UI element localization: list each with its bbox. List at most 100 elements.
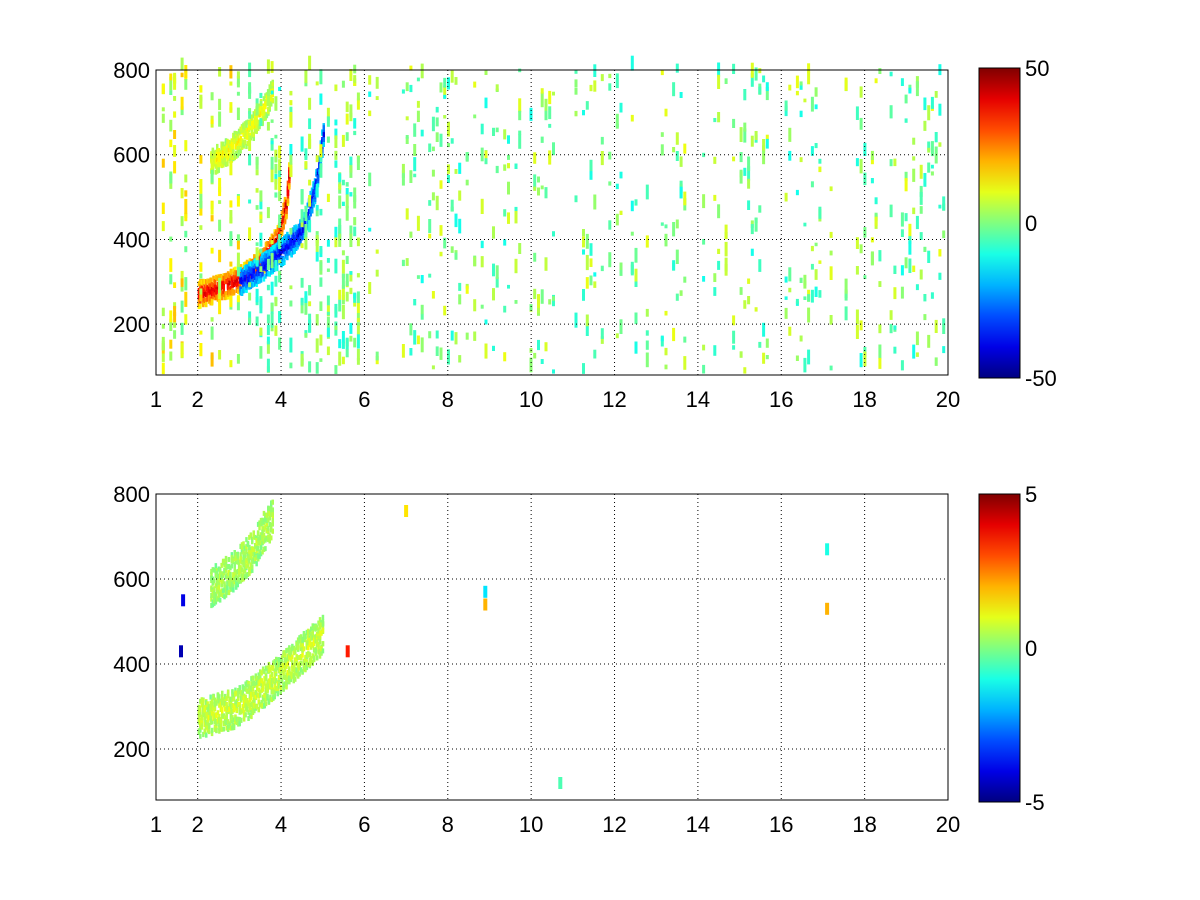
heatmap-cell [254,117,257,123]
heatmap-cell [216,295,220,301]
heatmap-cell [664,108,668,117]
heatmap-cell [211,580,215,586]
heatmap-cell [318,639,322,645]
heatmap-cell [254,275,257,281]
heatmap-cell [326,316,330,329]
heatmap-cell [262,510,266,516]
heatmap-cell [283,202,287,208]
heatmap-cell [229,703,233,709]
heatmap-cell [353,64,357,74]
heatmap-cell [234,274,237,280]
heatmap-cell [248,282,252,288]
heatmap-cell [261,517,264,523]
heatmap-cell [245,269,248,275]
heatmap-cell [315,169,318,175]
heatmap-cell [308,285,312,296]
heatmap-cell [227,590,231,596]
heatmap-cell [912,168,916,182]
heatmap-cell [283,257,286,263]
heatmap-cell [254,128,257,134]
heatmap-cell [243,134,247,140]
heatmap-cell [240,559,244,565]
x-tick-label: 16 [769,812,793,837]
heatmap-cell [311,653,314,659]
x-tick-label: 10 [519,387,543,412]
heatmap-cell [232,144,235,149]
heatmap-cell [246,271,250,277]
heatmap-cell [713,345,717,356]
heatmap-cell [803,274,807,289]
heatmap-cell [518,98,522,113]
heatmap-cell [242,132,245,137]
heatmap-cell [232,557,235,563]
heatmap-cell [484,343,488,359]
heatmap-cell [660,222,664,226]
heatmap-cell [262,538,266,544]
heatmap-cell [273,691,276,697]
heatmap-cell [702,344,706,351]
heatmap-cell [213,279,217,285]
heatmap-cell [878,281,882,287]
heatmap-cell [232,578,235,584]
heatmap-cell [214,158,218,164]
heatmap-cell [416,335,420,345]
heatmap-cell [315,155,319,163]
heatmap-cell [315,338,319,353]
heatmap-cell [263,676,266,682]
heatmap-cell [589,164,593,180]
heatmap-cell [237,284,240,290]
heatmap-cell [273,672,276,678]
heatmap-cell [259,346,263,359]
heatmap-cell [215,727,218,733]
heatmap-cell [229,81,233,86]
heatmap-cell [283,682,287,688]
heatmap-cell [221,713,224,719]
heatmap-cell [533,252,537,262]
heatmap-point [345,645,350,658]
heatmap-cell [923,120,927,131]
heatmap-cell [205,700,208,706]
heatmap-cell [216,148,219,154]
heatmap-cell [252,111,255,117]
heatmap-cell [199,712,202,718]
heatmap-cell [234,266,237,272]
heatmap-cell [318,624,322,630]
heatmap-cell [223,160,226,166]
heatmap-cell [223,594,226,600]
heatmap-cell [249,550,253,556]
heatmap-cell [283,663,287,669]
heatmap-cell [788,150,792,161]
heatmap-cell [253,694,256,700]
heatmap-cell [233,556,236,562]
heatmap-cell [278,86,282,91]
heatmap-cell [173,145,177,157]
heatmap-cell [795,355,799,361]
heatmap-cell [799,83,803,90]
heatmap-cell [431,192,435,201]
heatmap-cell [169,139,173,148]
heatmap-cell [270,119,274,123]
heatmap-cell [287,250,290,256]
heatmap-cell [863,227,867,238]
heatmap-cell [234,719,237,725]
heatmap-point [825,543,830,556]
heatmap-cell [912,207,916,215]
heatmap-cell [230,157,234,163]
heatmap-cell [270,233,274,239]
heatmap-cell [915,215,919,230]
heatmap-cell [240,695,243,702]
heatmap-cell [318,617,322,623]
heatmap-cell [224,147,228,153]
heatmap-cell [413,299,417,306]
heatmap-cell [278,145,282,159]
heatmap-cell [278,252,282,257]
heatmap-cell [251,709,255,715]
heatmap-cell [236,234,240,244]
heatmap-cell [431,146,435,152]
heatmap-cell [284,237,288,243]
heatmap-cell [262,532,266,538]
heatmap-cell [184,174,188,183]
heatmap-cell [299,634,303,640]
heatmap-cell [161,202,165,214]
heatmap-cell [222,700,225,706]
